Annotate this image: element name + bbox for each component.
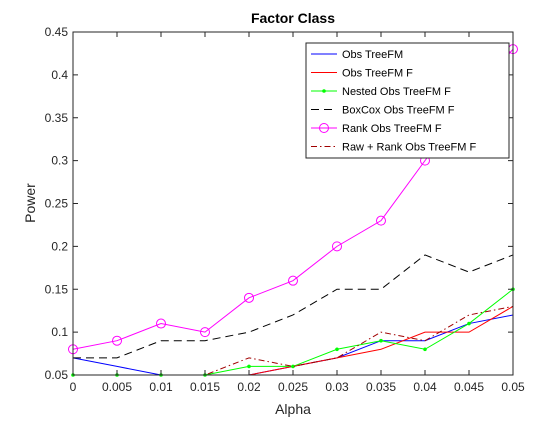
y-tick-label: 0.2: [51, 239, 68, 253]
legend-marker-3: [322, 89, 326, 93]
y-tick-label: 0.45: [45, 25, 69, 39]
series-3-point: [291, 364, 295, 369]
x-tick-label: 0.005: [102, 380, 132, 394]
series-line-4: [73, 254, 514, 359]
legend-label-1: Obs TreeFM: [342, 49, 403, 61]
x-tick-label: 0.01: [149, 380, 173, 394]
x-tick-label: 0.02: [237, 380, 261, 394]
series-3-point: [379, 338, 383, 343]
series-3-point: [247, 364, 251, 369]
legend-box: [305, 42, 510, 159]
legend-label-4: BoxCox Obs TreeFM F: [342, 105, 455, 117]
x-tick-label: 0: [70, 380, 77, 394]
legend: Obs TreeFM Obs TreeFM F Nested Obs TreeFM …: [305, 42, 510, 159]
x-tick-label: 0.05: [501, 380, 525, 394]
series-5-point: [156, 318, 166, 329]
chart-title: Factor Class: [251, 10, 335, 26]
series-3-point: [467, 321, 471, 326]
series-5-point: [288, 275, 298, 286]
legend-label-3: Nested Obs TreeFM F: [342, 86, 451, 98]
y-axis-label: Power: [22, 183, 38, 223]
y-tick-label: 0.1: [51, 325, 68, 339]
series-5-point: [244, 292, 254, 303]
legend-label-2: Obs TreeFM F: [342, 68, 413, 80]
series-5-point: [112, 335, 122, 346]
series-3-point: [335, 347, 339, 352]
series-5-point: [200, 327, 210, 338]
x-tick-label: 0.015: [190, 380, 220, 394]
y-tick-label: 0.15: [45, 282, 69, 296]
x-tick-label: 0.025: [278, 380, 308, 394]
series-5-point: [376, 215, 386, 226]
x-tick-label: 0.035: [366, 380, 396, 394]
y-tick-label: 0.35: [45, 111, 69, 125]
y-tick-label: 0.3: [51, 154, 68, 168]
legend-label-5: Rank Obs TreeFM F: [342, 123, 442, 135]
y-tick-label: 0.05: [45, 368, 69, 382]
x-axis-label: Alpha: [275, 401, 311, 417]
x-tick-label: 0.03: [325, 380, 349, 394]
x-tick-label: 0.045: [454, 380, 484, 394]
series-3-point: [423, 347, 427, 352]
x-tick-label: 0.04: [413, 380, 437, 394]
legend-marker-5: [319, 123, 329, 133]
y-tick-label: 0.4: [51, 68, 68, 82]
legend-label-6: Raw + Rank Obs TreeFM F: [342, 142, 476, 154]
series-5-point: [332, 241, 342, 252]
y-tick-label: 0.25: [45, 197, 69, 211]
